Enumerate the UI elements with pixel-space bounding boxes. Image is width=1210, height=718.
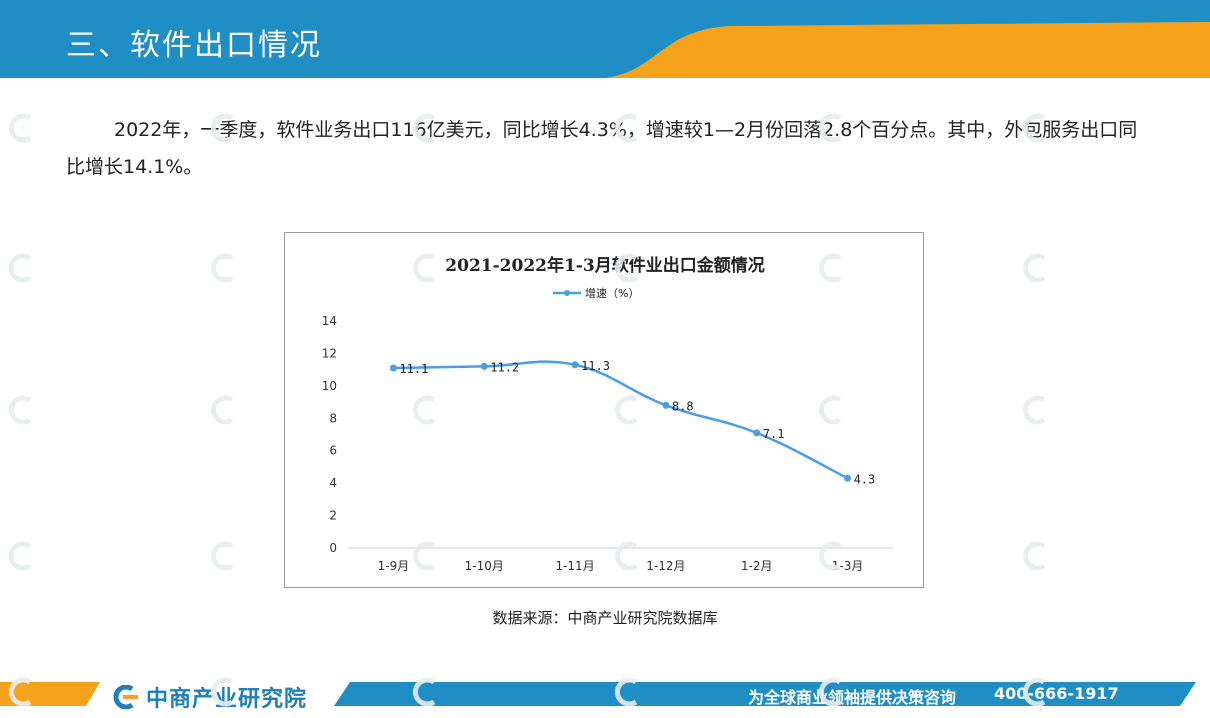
watermark-logo-icon <box>1022 541 1046 571</box>
header-bar: 三、软件出口情况 <box>0 0 1210 78</box>
summary-paragraph: 2022年，一季度，软件业务出口116亿美元，同比增长4.3%，增速较1—2月份… <box>66 119 1138 178</box>
y-tick-label: 8 <box>329 411 337 425</box>
data-point <box>662 401 670 409</box>
footer-logo-text: 中商产业研究院 <box>146 687 308 712</box>
footer-phone: 400-666-1917 <box>994 684 1119 703</box>
x-tick-label: 1-12月 <box>646 559 685 573</box>
footer-slogan: 为全球商业领袖提供决策咨询 <box>748 688 957 707</box>
data-point <box>753 429 761 437</box>
x-tick-label: 1-11月 <box>555 559 594 573</box>
data-point <box>571 361 579 369</box>
y-tick-label: 10 <box>322 379 337 393</box>
watermark-logo-icon <box>1022 253 1046 283</box>
watermark-logo-icon <box>8 395 32 425</box>
y-tick-label: 4 <box>329 476 337 490</box>
watermark-logo-icon <box>210 541 234 571</box>
chart-legend: 增速（%） <box>553 286 639 300</box>
watermark-logo-icon <box>1022 395 1046 425</box>
brand-logo-icon <box>113 685 138 709</box>
y-tick-label: 12 <box>322 346 337 360</box>
data-point <box>844 474 852 482</box>
y-tick-label: 2 <box>329 509 337 523</box>
x-tick-label: 1-2月 <box>741 559 773 573</box>
data-point <box>389 364 397 372</box>
page-title: 三、软件出口情况 <box>66 28 322 63</box>
watermark-logo-icon <box>8 253 32 283</box>
x-tick-label: 1-10月 <box>465 559 504 573</box>
series-line-growth <box>393 360 849 480</box>
data-label: 8.8 <box>672 399 694 413</box>
data-label: 11.1 <box>399 362 428 376</box>
watermark-logo-icon <box>210 395 234 425</box>
data-label: 11.3 <box>581 359 610 373</box>
watermark-logo-icon <box>210 253 234 283</box>
data-source-note: 数据来源：中商产业研究院数据库 <box>492 609 718 627</box>
y-tick-label: 0 <box>329 541 337 555</box>
footer-logo: 中商产业研究院 <box>112 681 307 713</box>
y-tick-label: 14 <box>322 314 337 328</box>
legend-label: 增速（%） <box>585 286 639 300</box>
data-label: 4.3 <box>854 472 876 486</box>
chart-title: 2021-2022年1-3月软件业出口金额情况 <box>445 255 764 276</box>
header-accent-shape <box>605 22 1210 78</box>
line-chart: 2021-2022年1-3月软件业出口金额情况 增速（%） 14 12 10 8 6 4 2… <box>322 255 893 573</box>
y-axis: 14 12 10 8 6 4 2 0 <box>322 314 337 555</box>
chart-frame: 2021-2022年1-3月软件业出口金额情况 增速（%） 14 12 10 8 6 4 2… <box>284 232 924 588</box>
data-point <box>480 362 488 370</box>
series-markers <box>389 361 852 482</box>
watermark-logo-icon <box>8 541 32 571</box>
x-tick-label: 1-9月 <box>378 559 410 573</box>
data-label: 11.2 <box>490 360 519 374</box>
data-labels: 11.1 11.2 11.3 8.8 7.1 4.3 <box>399 359 875 487</box>
legend-marker <box>564 290 570 296</box>
y-tick-label: 6 <box>329 444 337 458</box>
x-axis: 1-9月 1-10月 1-11月 1-12月 1-2月 1-3月 <box>378 559 864 573</box>
data-label: 7.1 <box>763 427 785 441</box>
x-tick-label: 1-3月 <box>832 559 864 573</box>
watermark-logo-icon <box>8 113 32 143</box>
